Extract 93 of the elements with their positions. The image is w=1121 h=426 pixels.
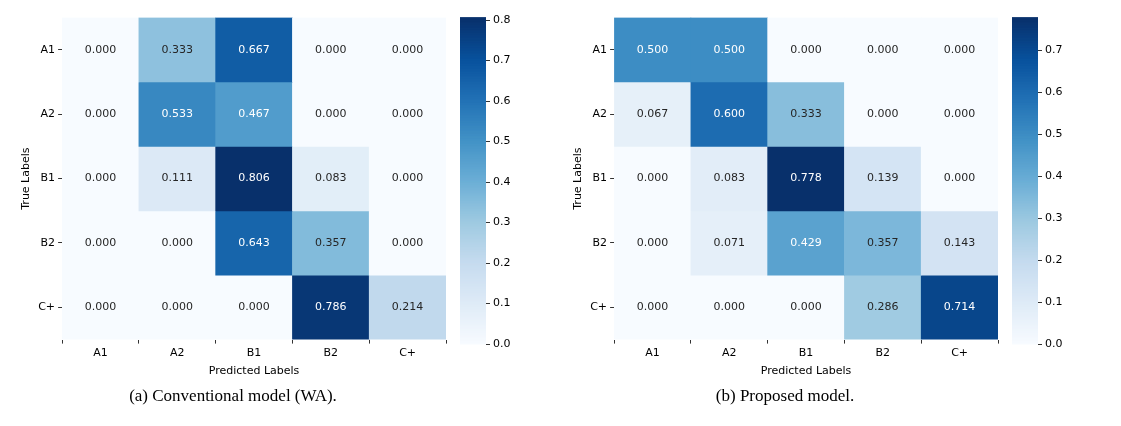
y-axis-title: True Labels bbox=[19, 147, 33, 211]
data-label: 0.000 bbox=[943, 42, 976, 56]
x-tick-label: A2 bbox=[722, 346, 737, 360]
data-label: 0.500 bbox=[636, 42, 669, 56]
data-label: 0.000 bbox=[391, 235, 424, 249]
data-label: 0.600 bbox=[713, 107, 746, 121]
color-bar-label: 0.7 bbox=[1045, 43, 1063, 57]
data-label: 0.500 bbox=[713, 42, 746, 56]
x-tick-label: B1 bbox=[798, 346, 814, 360]
data-label: 0.000 bbox=[238, 300, 270, 314]
color-bar-label: 0.6 bbox=[493, 93, 511, 107]
data-label: 0.806 bbox=[238, 171, 270, 185]
color-bar-label: 0.1 bbox=[493, 296, 511, 310]
text: (a) Conventional model (WA). bbox=[128, 386, 338, 406]
data-label: 0.000 bbox=[943, 171, 976, 185]
data-label: 0.467 bbox=[238, 107, 270, 121]
data-label: 0.139 bbox=[867, 171, 899, 185]
data-label: 0.000 bbox=[391, 42, 424, 56]
color-bar-label: 0.8 bbox=[493, 12, 511, 26]
x-tick-label: C+ bbox=[951, 346, 969, 360]
color-bar-label: 0.2 bbox=[493, 255, 511, 269]
data-label: 0.000 bbox=[636, 171, 669, 185]
x-tick-label: B2 bbox=[323, 346, 339, 360]
data-label: 0.333 bbox=[161, 42, 194, 56]
data-label: 0.071 bbox=[713, 235, 746, 249]
data-label: 0.643 bbox=[238, 235, 270, 249]
data-label: 0.000 bbox=[84, 107, 117, 121]
data-label: 0.111 bbox=[161, 171, 194, 185]
color-bar-label: 0.4 bbox=[493, 174, 511, 188]
data-label: 0.000 bbox=[943, 107, 976, 121]
y-axis-title: True Labels bbox=[571, 147, 585, 211]
x-tick-label: A1 bbox=[645, 346, 660, 360]
color-bar-label: 0.0 bbox=[493, 336, 511, 350]
data-label: 0.000 bbox=[84, 42, 117, 56]
data-label: 0.067 bbox=[636, 107, 669, 121]
data-label: 0.357 bbox=[867, 235, 899, 249]
y-tick-label: B1 bbox=[592, 171, 608, 185]
data-label: 0.000 bbox=[636, 300, 669, 314]
color-bar-label: 0.1 bbox=[1045, 294, 1063, 308]
data-label: 0.000 bbox=[84, 300, 117, 314]
data-label: 0.000 bbox=[84, 171, 117, 185]
data-label: 0.083 bbox=[315, 171, 347, 185]
y-tick-label: A1 bbox=[592, 42, 608, 56]
data-label: 0.000 bbox=[867, 107, 899, 121]
x-tick-label: B1 bbox=[246, 346, 262, 360]
data-label: 0.000 bbox=[713, 300, 746, 314]
data-label: 0.214 bbox=[391, 300, 424, 314]
color-bar-label: 0.2 bbox=[1045, 252, 1063, 266]
data-label: 0.000 bbox=[790, 42, 822, 56]
data-label: 0.000 bbox=[867, 42, 899, 56]
color-bar-label: 0.7 bbox=[493, 53, 511, 67]
x-axis-title: Predicted Labels bbox=[760, 364, 852, 378]
color-bar-label: 0.6 bbox=[1045, 85, 1063, 99]
data-label: 0.357 bbox=[315, 235, 347, 249]
data-label: 0.000 bbox=[161, 235, 194, 249]
data-label: 0.000 bbox=[315, 42, 347, 56]
data-label: 0.083 bbox=[713, 171, 746, 185]
color-bar-label: 0.5 bbox=[493, 134, 511, 148]
data-label: 0.000 bbox=[84, 235, 117, 249]
x-tick-label: C+ bbox=[399, 346, 417, 360]
color-bar-label: 0.0 bbox=[1045, 336, 1063, 350]
x-tick-label: A1 bbox=[93, 346, 108, 360]
data-label: 0.533 bbox=[161, 107, 194, 121]
data-label: 0.000 bbox=[315, 107, 347, 121]
data-label: 0.429 bbox=[790, 235, 822, 249]
data-label: 0.000 bbox=[636, 235, 669, 249]
y-tick-label: B2 bbox=[592, 235, 608, 249]
y-tick-label: B2 bbox=[40, 235, 56, 249]
data-label: 0.778 bbox=[790, 171, 822, 185]
color-bar-label: 0.5 bbox=[1045, 127, 1063, 141]
data-label: 0.000 bbox=[790, 300, 822, 314]
color-bar-label: 0.3 bbox=[1045, 211, 1063, 224]
x-tick-label: A2 bbox=[170, 346, 185, 360]
data-label: 0.000 bbox=[391, 171, 424, 185]
y-tick-label: A1 bbox=[40, 42, 56, 56]
data-label: 0.333 bbox=[790, 107, 822, 121]
data-label: 0.714 bbox=[943, 300, 976, 314]
x-tick-label: B2 bbox=[875, 346, 891, 360]
data-label: 0.000 bbox=[161, 300, 194, 314]
data-label: 0.286 bbox=[867, 300, 899, 314]
y-tick-label: C+ bbox=[38, 300, 56, 314]
data-label: 0.143 bbox=[943, 235, 976, 249]
data-label: 0.000 bbox=[391, 107, 424, 121]
text: (b) Proposed model. bbox=[714, 386, 856, 406]
data-label: 0.667 bbox=[238, 42, 270, 56]
x-axis-title: Predicted Labels bbox=[208, 364, 300, 378]
y-tick-label: A2 bbox=[592, 107, 608, 121]
y-tick-label: A2 bbox=[40, 107, 56, 121]
color-bar-label: 0.4 bbox=[1045, 169, 1063, 183]
data-label: 0.786 bbox=[315, 300, 347, 314]
color-bar-label: 0.3 bbox=[493, 215, 511, 229]
y-tick-label: C+ bbox=[590, 300, 608, 314]
y-tick-label: B1 bbox=[40, 171, 56, 185]
